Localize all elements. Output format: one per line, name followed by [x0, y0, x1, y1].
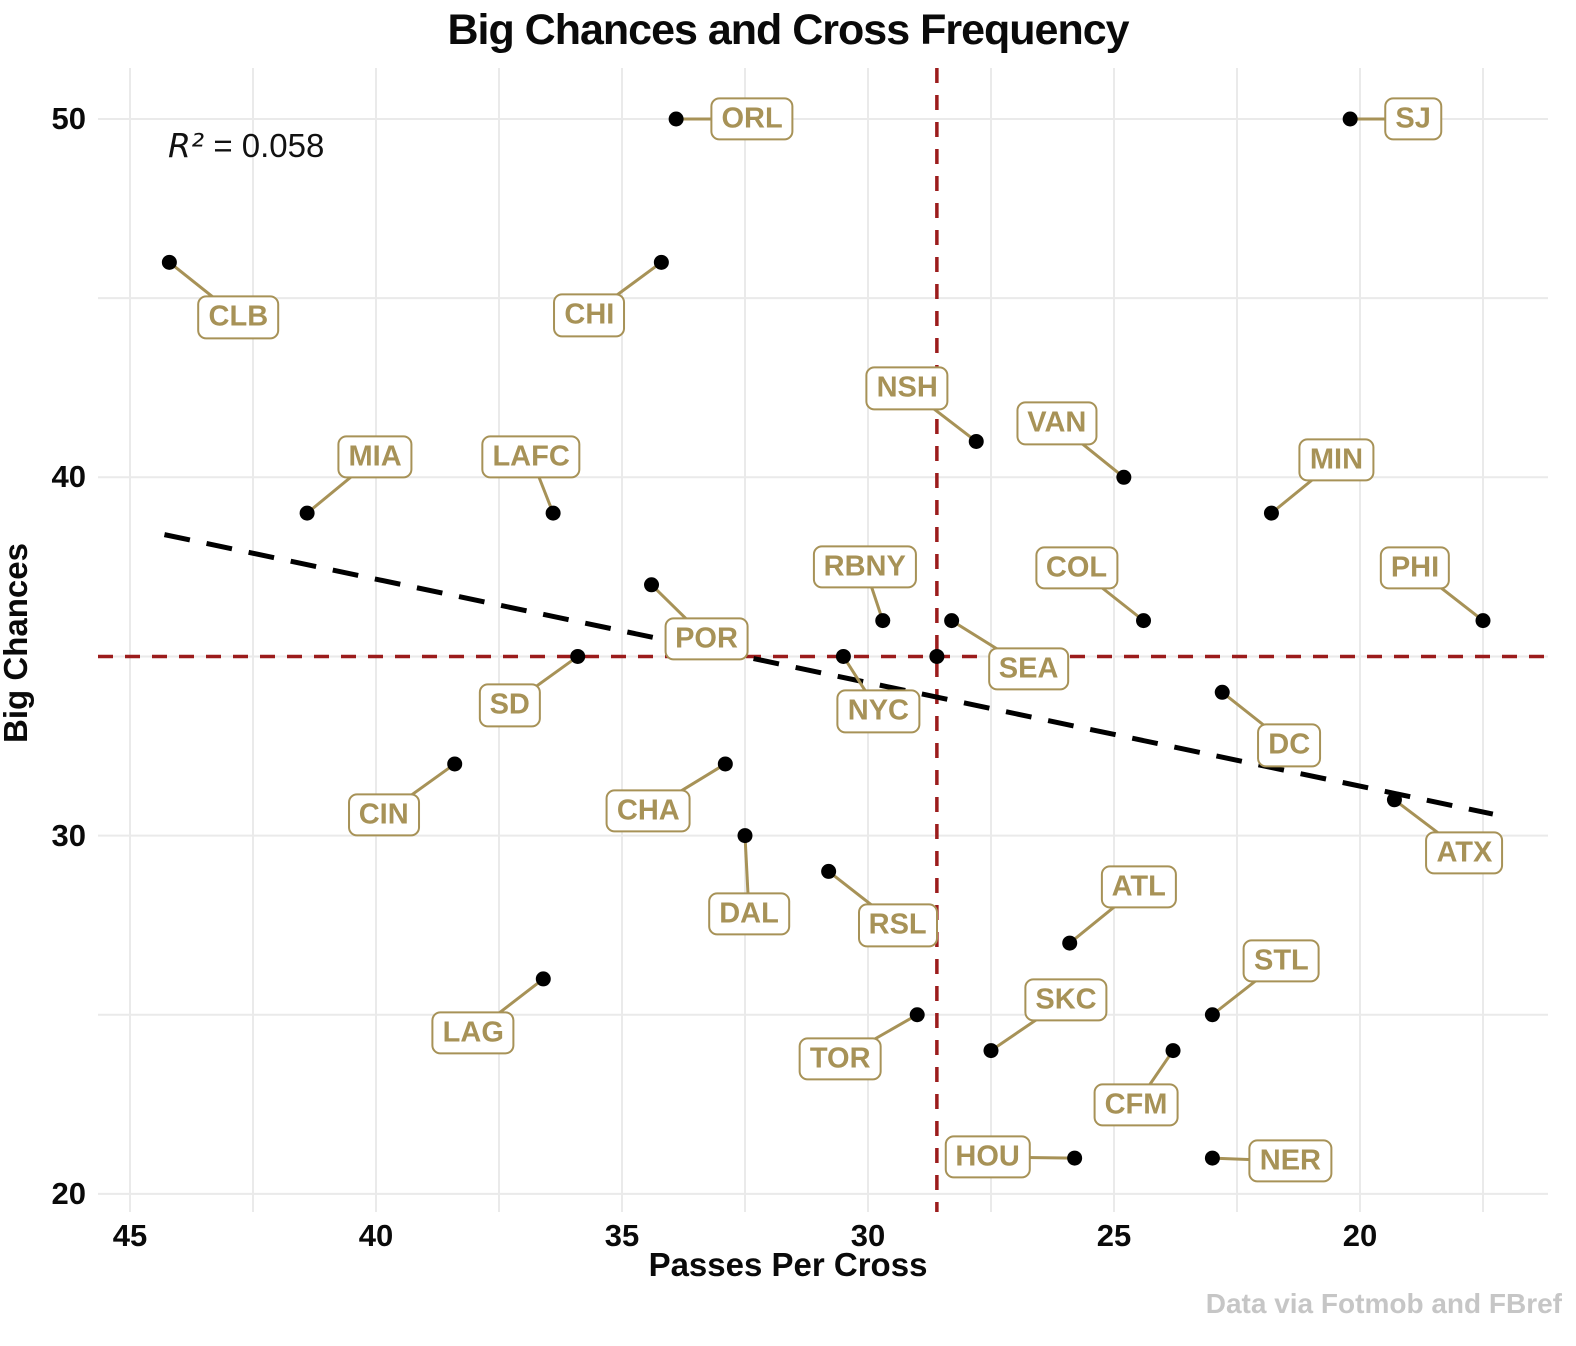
data-point-dc	[1214, 684, 1230, 700]
data-point-cin	[447, 756, 463, 772]
data-point-col	[1136, 613, 1152, 629]
data-point-mia	[299, 505, 315, 521]
team-label-stl: STL	[1243, 939, 1320, 983]
attribution: Data via Fotmob and FBref	[1205, 1288, 1562, 1319]
data-point-lag	[535, 971, 551, 987]
data-point-ner	[1204, 1150, 1220, 1166]
data-point-clb	[161, 254, 177, 270]
data-point-hou	[1067, 1150, 1083, 1166]
mean-data-point	[929, 648, 945, 664]
x-tick-label: 20	[1342, 1218, 1378, 1253]
chart-title: Big Chances and Cross Frequency	[447, 6, 1129, 54]
y-tick-label: 20	[51, 1175, 86, 1211]
team-label-rbny: RBNY	[812, 544, 917, 589]
data-point-sd	[570, 648, 586, 664]
x-tick-label: 25	[1096, 1218, 1132, 1253]
team-label-tor: TOR	[798, 1037, 882, 1081]
team-label-nyc: NYC	[836, 689, 921, 734]
data-point-atx	[1386, 792, 1402, 808]
data-point-van	[1116, 469, 1132, 485]
team-label-cfm: CFM	[1093, 1082, 1179, 1127]
team-label-atl: ATL	[1100, 865, 1177, 909]
data-point-atl	[1062, 935, 1078, 951]
x-axis-title: Passes Per Cross	[648, 1246, 928, 1283]
team-label-lag: LAG	[431, 1011, 515, 1055]
data-point-sj	[1342, 111, 1358, 127]
team-label-cin: CIN	[347, 793, 420, 837]
x-tick-label: 30	[850, 1218, 886, 1253]
team-label-nsh: NSH	[865, 366, 949, 411]
team-label-hou: HOU	[944, 1135, 1031, 1179]
r-squared-annotation: R² = 0.058	[168, 126, 324, 165]
team-label-atx: ATX	[1425, 831, 1504, 875]
team-label-mia: MIA	[337, 435, 413, 479]
y-tick-label: 30	[51, 817, 86, 853]
data-point-nsh	[968, 433, 984, 449]
data-point-skc	[983, 1043, 999, 1059]
data-point-phi	[1475, 613, 1491, 629]
team-label-sj: SJ	[1384, 97, 1442, 141]
team-label-sea: SEA	[987, 646, 1070, 691]
data-point-rsl	[821, 863, 837, 879]
data-point-dal	[737, 828, 753, 844]
data-point-por	[644, 577, 660, 593]
data-point-lafc	[545, 505, 561, 521]
data-point-cha	[717, 756, 733, 772]
data-point-cfm	[1165, 1043, 1181, 1059]
team-label-van: VAN	[1016, 401, 1098, 445]
team-label-phi: PHI	[1379, 545, 1451, 590]
y-tick-label: 50	[51, 101, 86, 136]
team-label-dal: DAL	[708, 891, 790, 936]
x-tick-label: 45	[112, 1218, 148, 1253]
data-point-stl	[1204, 1007, 1220, 1023]
team-label-orl: ORL	[710, 97, 794, 141]
team-label-sd: SD	[478, 683, 541, 728]
r-squared-value: = 0.058	[204, 127, 325, 164]
team-label-chi: CHI	[553, 293, 626, 337]
y-tick-label: 40	[51, 459, 86, 495]
team-label-ner: NER	[1248, 1139, 1333, 1183]
x-tick-label: 35	[604, 1218, 640, 1253]
data-point-tor	[909, 1007, 925, 1023]
data-point-orl	[668, 111, 684, 127]
team-label-lafc: LAFC	[481, 435, 581, 479]
team-label-dc: DC	[1257, 723, 1322, 767]
team-label-col: COL	[1034, 545, 1119, 590]
data-point-chi	[653, 254, 669, 270]
x-tick-label: 40	[358, 1218, 394, 1253]
trend-line	[163, 532, 1494, 817]
data-point-sea	[944, 613, 960, 629]
team-label-min: MIN	[1298, 438, 1375, 482]
team-label-por: POR	[664, 617, 749, 661]
data-point-nyc	[835, 648, 851, 664]
data-point-rbny	[875, 613, 891, 629]
team-label-skc: SKC	[1024, 977, 1108, 1022]
data-point-min	[1263, 505, 1279, 521]
r-squared-symbol: R²	[168, 126, 205, 165]
team-label-cha: CHA	[605, 789, 691, 833]
team-label-rsl: RSL	[857, 903, 938, 948]
team-label-clb: CLB	[197, 295, 280, 339]
